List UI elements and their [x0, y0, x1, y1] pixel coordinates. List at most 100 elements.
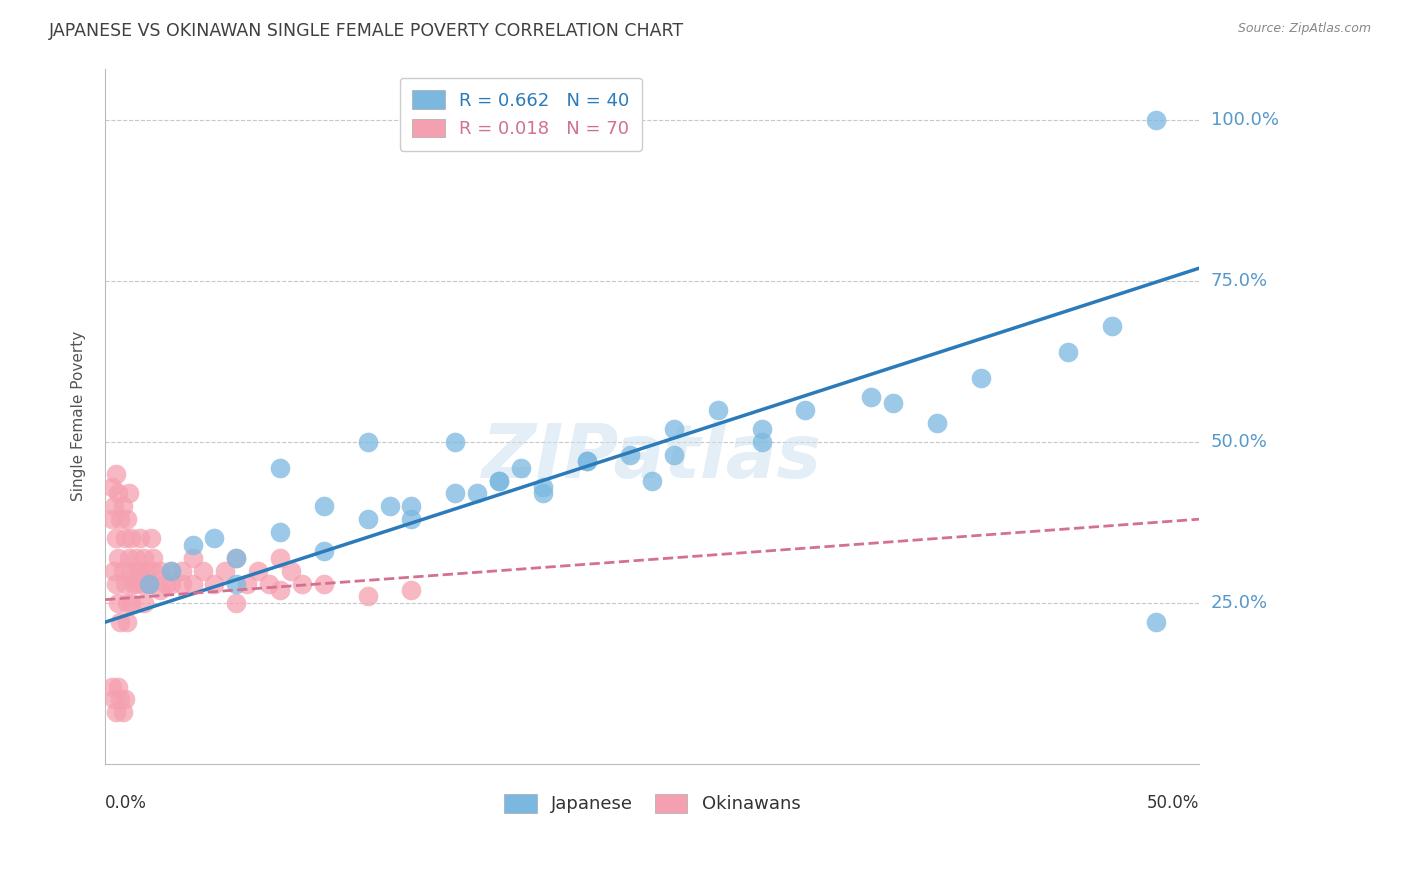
Point	[129, 564, 152, 578]
Point	[129, 532, 152, 546]
Point	[751, 422, 773, 436]
Text: 100.0%: 100.0%	[1211, 111, 1278, 129]
Point	[100, 480, 122, 494]
Point	[488, 474, 510, 488]
Point	[181, 550, 204, 565]
Point	[1144, 113, 1167, 128]
Point	[269, 460, 291, 475]
Point	[100, 512, 122, 526]
Point	[107, 680, 129, 694]
Point	[291, 576, 314, 591]
Point	[662, 448, 685, 462]
Point	[110, 692, 132, 706]
Point	[204, 576, 226, 591]
Point	[134, 596, 156, 610]
Point	[465, 486, 488, 500]
Point	[103, 500, 125, 514]
Point	[149, 564, 172, 578]
Point	[488, 474, 510, 488]
Point	[312, 500, 335, 514]
Point	[269, 524, 291, 539]
Point	[114, 532, 136, 546]
Point	[159, 564, 181, 578]
Text: 50.0%: 50.0%	[1211, 433, 1267, 451]
Point	[181, 538, 204, 552]
Point	[575, 454, 598, 468]
Point	[257, 576, 280, 591]
Point	[378, 500, 401, 514]
Point	[122, 576, 145, 591]
Text: Source: ZipAtlas.com: Source: ZipAtlas.com	[1237, 22, 1371, 36]
Point	[1101, 319, 1123, 334]
Point	[662, 422, 685, 436]
Point	[1057, 344, 1080, 359]
Point	[312, 544, 335, 558]
Point	[131, 576, 153, 591]
Point	[110, 512, 132, 526]
Point	[969, 370, 991, 384]
Point	[104, 532, 127, 546]
Point	[401, 500, 423, 514]
Point	[707, 402, 730, 417]
Point	[120, 596, 142, 610]
Point	[575, 454, 598, 468]
Point	[280, 564, 302, 578]
Point	[1144, 615, 1167, 630]
Point	[107, 550, 129, 565]
Point	[401, 512, 423, 526]
Point	[225, 550, 247, 565]
Point	[100, 680, 122, 694]
Point	[247, 564, 270, 578]
Point	[107, 596, 129, 610]
Point	[155, 576, 177, 591]
Point	[118, 486, 141, 500]
Point	[794, 402, 817, 417]
Point	[356, 590, 378, 604]
Point	[225, 550, 247, 565]
Point	[111, 564, 134, 578]
Point	[193, 564, 215, 578]
Point	[401, 582, 423, 597]
Text: 25.0%: 25.0%	[1211, 594, 1268, 612]
Point	[138, 576, 160, 591]
Point	[356, 434, 378, 449]
Point	[214, 564, 236, 578]
Point	[120, 532, 142, 546]
Point	[356, 512, 378, 526]
Point	[111, 706, 134, 720]
Point	[124, 550, 146, 565]
Point	[444, 486, 467, 500]
Point	[149, 582, 172, 597]
Point	[115, 615, 138, 630]
Point	[115, 596, 138, 610]
Point	[159, 564, 181, 578]
Point	[269, 550, 291, 565]
Point	[127, 564, 149, 578]
Point	[107, 486, 129, 500]
Point	[110, 615, 132, 630]
Point	[509, 460, 531, 475]
Point	[170, 576, 193, 591]
Text: ZIPatlas: ZIPatlas	[482, 421, 823, 494]
Point	[142, 564, 165, 578]
Point	[104, 576, 127, 591]
Point	[134, 550, 156, 565]
Legend: Japanese, Okinawans: Japanese, Okinawans	[494, 783, 811, 824]
Point	[124, 576, 146, 591]
Text: 75.0%: 75.0%	[1211, 272, 1268, 290]
Point	[159, 576, 181, 591]
Point	[204, 532, 226, 546]
Point	[236, 576, 259, 591]
Point	[531, 486, 554, 500]
Point	[925, 416, 948, 430]
Point	[103, 692, 125, 706]
Point	[641, 474, 664, 488]
Point	[751, 434, 773, 449]
Point	[181, 576, 204, 591]
Point	[103, 564, 125, 578]
Point	[104, 706, 127, 720]
Text: 0.0%: 0.0%	[105, 795, 146, 813]
Point	[860, 390, 883, 404]
Point	[142, 550, 165, 565]
Point	[104, 467, 127, 482]
